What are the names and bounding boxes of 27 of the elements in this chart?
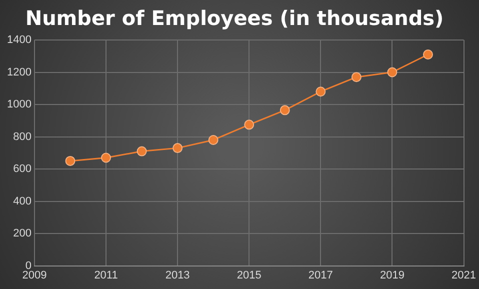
x-tick-label: 2017 (308, 269, 333, 282)
y-tick-label: 1200 (6, 66, 32, 78)
point (422, 50, 433, 60)
y-tick-label: 400 (13, 195, 32, 208)
point (244, 120, 254, 130)
chart-title: Number of Employees (in thousands) (25, 6, 444, 30)
y-tick-label: 1000 (6, 98, 32, 111)
point (316, 86, 326, 97)
point (351, 72, 362, 82)
x-tick-label: 2021 (452, 269, 476, 282)
point (172, 143, 183, 154)
x-tick-label: 2009 (22, 269, 47, 282)
y-tick-label: 0 (25, 260, 32, 272)
y-tick-label: 1400 (6, 34, 32, 46)
point (136, 146, 147, 156)
y-tick-label: 200 (13, 228, 32, 240)
x-tick-label: 2011 (94, 269, 118, 282)
y-tick-label: 800 (13, 130, 32, 143)
x-tick-label: 2019 (380, 269, 404, 282)
point (65, 156, 76, 166)
point (280, 105, 290, 116)
point (101, 152, 112, 163)
point (208, 134, 218, 145)
point (387, 67, 398, 78)
x-tick-label: 2015 (236, 269, 262, 282)
y-tick-label: 600 (13, 163, 32, 176)
x-tick-label: 2013 (165, 269, 190, 282)
